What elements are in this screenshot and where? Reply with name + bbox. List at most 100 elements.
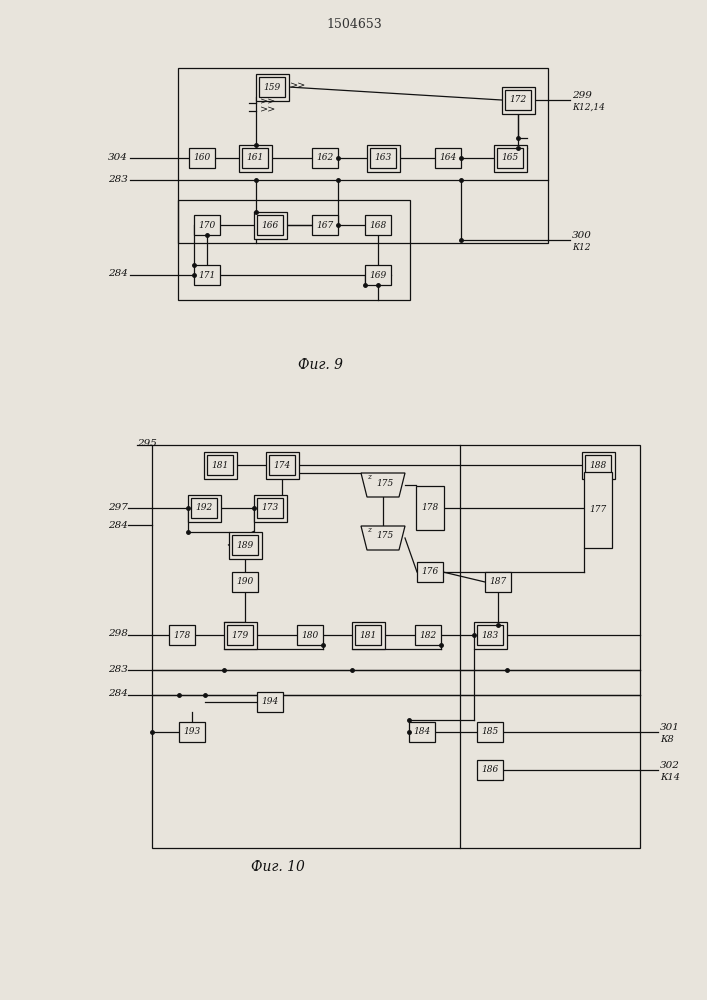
Text: 167: 167 <box>316 221 334 230</box>
Bar <box>257 498 283 518</box>
Bar <box>435 148 461 168</box>
Text: 284: 284 <box>108 520 128 530</box>
Text: 162: 162 <box>316 153 334 162</box>
Text: К12,14: К12,14 <box>572 103 605 111</box>
Text: 172: 172 <box>509 96 527 104</box>
Text: К12: К12 <box>572 242 590 251</box>
Bar <box>194 215 220 235</box>
Bar <box>485 572 511 592</box>
Text: 300: 300 <box>572 231 592 239</box>
Text: >>: >> <box>260 98 276 106</box>
Bar <box>365 215 391 235</box>
Text: 192: 192 <box>195 504 213 512</box>
Bar <box>585 455 611 475</box>
Text: 194: 194 <box>262 698 279 706</box>
Text: Фиг. 9: Фиг. 9 <box>298 358 342 372</box>
Bar <box>417 562 443 582</box>
Text: 186: 186 <box>481 766 498 774</box>
Text: 168: 168 <box>369 221 387 230</box>
Text: 165: 165 <box>501 153 519 162</box>
Text: 159: 159 <box>264 83 281 92</box>
Text: 1504653: 1504653 <box>326 18 382 31</box>
Text: 284: 284 <box>108 690 128 698</box>
Text: 188: 188 <box>590 460 607 470</box>
Bar <box>179 722 205 742</box>
Bar <box>207 455 233 475</box>
Bar <box>259 77 285 97</box>
Bar <box>501 87 534 113</box>
Bar <box>254 212 286 238</box>
Text: >>: >> <box>290 82 306 91</box>
Bar <box>370 148 396 168</box>
Text: 175: 175 <box>376 532 394 540</box>
Bar <box>232 572 258 592</box>
Bar <box>497 148 523 168</box>
Bar <box>187 494 221 522</box>
Bar <box>409 722 435 742</box>
Bar <box>312 148 338 168</box>
Text: 181: 181 <box>359 631 377 640</box>
Text: 179: 179 <box>231 631 249 640</box>
Bar <box>255 74 288 101</box>
Bar <box>178 68 548 243</box>
Text: 189: 189 <box>236 540 254 550</box>
Text: 180: 180 <box>301 631 319 640</box>
Text: 295: 295 <box>137 438 157 448</box>
Text: 181: 181 <box>211 460 228 470</box>
Bar <box>416 486 444 530</box>
Text: 185: 185 <box>481 728 498 736</box>
Bar <box>474 621 506 648</box>
Text: 183: 183 <box>481 631 498 640</box>
Text: 163: 163 <box>375 153 392 162</box>
Bar <box>257 692 283 712</box>
Text: 190: 190 <box>236 578 254 586</box>
Text: 166: 166 <box>262 221 279 230</box>
Bar <box>312 215 338 235</box>
Text: К14: К14 <box>660 772 680 782</box>
Text: 301: 301 <box>660 722 680 732</box>
Bar <box>169 625 195 645</box>
Text: 170: 170 <box>199 221 216 230</box>
Bar <box>232 535 258 555</box>
Text: 174: 174 <box>274 460 291 470</box>
Text: 169: 169 <box>369 270 387 279</box>
Bar <box>204 452 237 479</box>
Bar <box>227 625 253 645</box>
Text: z: z <box>367 526 371 534</box>
Text: 175: 175 <box>376 479 394 488</box>
Bar <box>477 722 503 742</box>
Text: 173: 173 <box>262 504 279 512</box>
Polygon shape <box>361 473 405 497</box>
Text: 164: 164 <box>439 153 457 162</box>
Bar <box>191 498 217 518</box>
Bar <box>189 148 215 168</box>
Text: 187: 187 <box>489 578 507 586</box>
Text: 160: 160 <box>194 153 211 162</box>
Text: z: z <box>367 473 371 481</box>
Text: К8: К8 <box>660 734 674 744</box>
Bar <box>254 494 286 522</box>
Bar <box>505 90 531 110</box>
Text: 161: 161 <box>246 153 264 162</box>
Bar <box>238 144 271 172</box>
Text: 177: 177 <box>590 506 607 514</box>
Bar <box>257 215 283 235</box>
Bar <box>355 625 381 645</box>
Text: 178: 178 <box>421 504 438 512</box>
Bar <box>178 200 410 300</box>
Bar <box>269 455 295 475</box>
Bar <box>152 445 640 848</box>
Bar <box>297 625 323 645</box>
Text: 283: 283 <box>108 174 128 184</box>
Bar <box>581 452 614 479</box>
Text: 184: 184 <box>414 728 431 736</box>
Bar <box>365 265 391 285</box>
Polygon shape <box>361 526 405 550</box>
Bar <box>584 472 612 548</box>
Text: 171: 171 <box>199 270 216 279</box>
Text: 298: 298 <box>108 630 128 639</box>
Bar <box>194 265 220 285</box>
Text: 297: 297 <box>108 502 128 512</box>
Bar <box>366 144 399 172</box>
Text: 178: 178 <box>173 631 191 640</box>
